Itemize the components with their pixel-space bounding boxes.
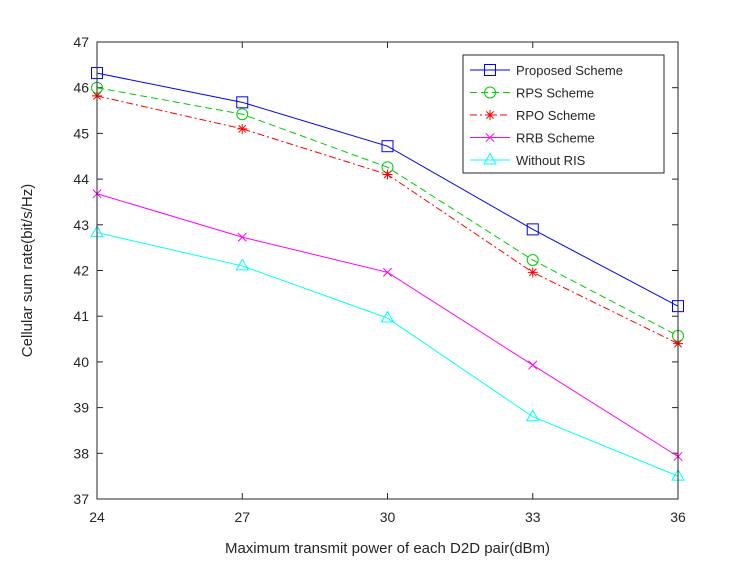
data-point-asterisk-marker [237, 123, 248, 134]
y-tick-label: 40 [73, 354, 89, 370]
legend-item: RPS Scheme [470, 86, 594, 101]
legend-label: RRB Scheme [516, 131, 595, 146]
y-tick-label: 46 [73, 80, 89, 96]
series-line [96, 72, 679, 307]
data-point-square-marker [526, 223, 539, 236]
data-point-circle-marker [526, 253, 539, 266]
y-axis-label: Cellular sum rate(bit/s/Hz) [19, 184, 36, 357]
x-tick-label: 27 [234, 509, 250, 525]
legend-item: Proposed Scheme [470, 63, 623, 78]
data-point-triangle-marker [525, 409, 540, 422]
data-point-x-marker [237, 232, 247, 242]
series-line [96, 232, 679, 477]
y-tick-label: 44 [73, 171, 89, 187]
series-layer [90, 67, 685, 481]
data-point-square-marker [236, 96, 249, 109]
x-tick-label: 33 [525, 509, 541, 525]
plot-frame [96, 41, 679, 500]
data-point-x-marker [382, 267, 393, 277]
x-axis-ticks: 24 27 30 33 36 [89, 42, 686, 525]
data-point-asterisk-marker [527, 267, 538, 278]
y-tick-label: 45 [73, 125, 89, 141]
legend-label: RPS Scheme [516, 86, 594, 101]
legend-label: RPO Scheme [516, 108, 595, 123]
y-tick-label: 42 [73, 263, 89, 279]
data-point-square-marker [381, 140, 394, 153]
y-tick-label: 41 [73, 308, 89, 324]
data-point-x-marker [528, 360, 538, 370]
y-tick-label: 43 [73, 217, 89, 233]
x-tick-label: 30 [380, 509, 396, 525]
legend-triangle-marker [483, 152, 497, 165]
series-line [96, 87, 679, 337]
legend-box [462, 54, 665, 174]
legend-item: RRB Scheme [470, 131, 595, 146]
y-tick-label: 39 [73, 400, 89, 416]
legend-x-marker [485, 132, 495, 143]
legend-label: Proposed Scheme [516, 63, 623, 78]
data-point-triangle-marker [235, 258, 250, 271]
data-point-circle-marker [236, 108, 249, 121]
x-axis-label: Maximum transmit power of each D2D pair(… [225, 540, 550, 557]
legend-label: Without RIS [516, 153, 586, 168]
legend: Proposed Scheme RPS Scheme RPO Scheme RRB S… [462, 54, 665, 174]
legend-square-marker [484, 64, 496, 76]
y-tick-label: 47 [73, 34, 89, 50]
data-point-triangle-marker [380, 310, 395, 323]
legend-item: Without RIS [470, 152, 586, 168]
legend-circle-marker [484, 86, 496, 99]
x-tick-label: 36 [670, 509, 686, 525]
x-tick-label: 24 [89, 509, 105, 525]
y-tick-label: 38 [73, 445, 89, 461]
legend-asterisk-marker [485, 110, 495, 120]
data-point-asterisk-marker [382, 169, 393, 180]
legend-item: RPO Scheme [470, 108, 595, 123]
y-tick-label: 37 [73, 491, 89, 507]
